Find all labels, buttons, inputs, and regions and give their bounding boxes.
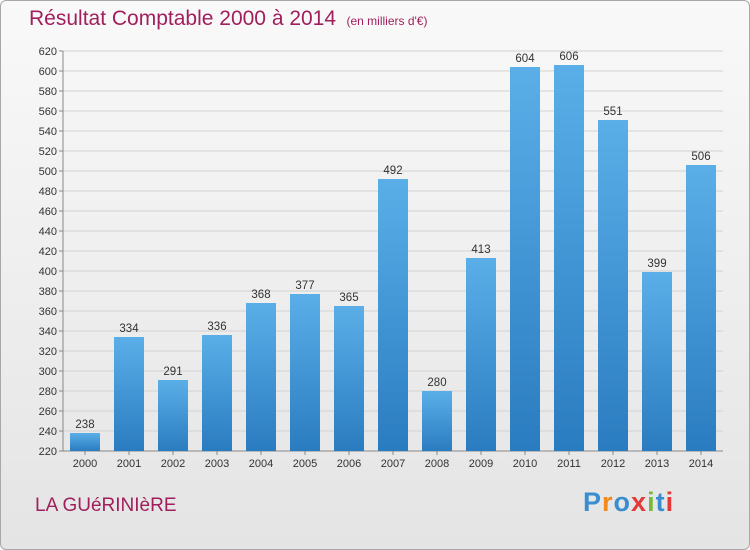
bar-value-label: 368	[251, 289, 270, 301]
bar-value-label: 336	[207, 321, 226, 333]
x-tick-label: 2013	[645, 458, 669, 470]
bar	[70, 433, 100, 451]
y-tick-label: 520	[39, 146, 57, 158]
y-tick-label: 620	[39, 46, 57, 58]
logo-letter: i	[647, 487, 656, 517]
bar	[290, 294, 320, 451]
y-tick-label: 280	[39, 386, 57, 398]
logo-letter: x	[631, 487, 648, 517]
logo-letter: o	[613, 487, 632, 517]
y-tick-label: 300	[39, 366, 57, 378]
proxiti-logo: Proxiti	[583, 487, 674, 518]
x-tick-label: 2002	[161, 458, 185, 470]
bar	[510, 67, 540, 451]
x-tick-label: 2014	[689, 458, 713, 470]
y-tick-label: 420	[39, 246, 57, 258]
bar	[378, 179, 408, 451]
bar-value-label: 604	[515, 53, 535, 65]
bar	[114, 337, 144, 451]
bar-value-label: 238	[75, 419, 94, 431]
y-tick-label: 560	[39, 106, 57, 118]
x-tick-label: 2012	[601, 458, 625, 470]
y-tick-label: 460	[39, 206, 57, 218]
logo-letter: i	[665, 487, 675, 517]
bar	[642, 272, 672, 451]
bar-value-label: 365	[339, 292, 358, 304]
y-tick-label: 600	[39, 66, 57, 78]
x-tick-label: 2011	[557, 458, 581, 470]
y-tick-label: 340	[39, 326, 57, 338]
y-tick-label: 240	[39, 426, 57, 438]
x-tick-label: 2001	[117, 458, 141, 470]
x-tick-label: 2005	[293, 458, 317, 470]
bar	[466, 258, 496, 451]
bar	[554, 65, 584, 451]
x-tick-label: 2008	[425, 458, 449, 470]
y-tick-label: 220	[39, 446, 57, 458]
logo-letter: P	[583, 487, 603, 517]
bar	[598, 120, 628, 451]
y-tick-label: 540	[39, 126, 57, 138]
y-tick-label: 580	[39, 86, 57, 98]
y-tick-label: 480	[39, 186, 57, 198]
logo-letter: t	[655, 487, 666, 517]
bar-value-label: 606	[559, 51, 578, 63]
y-tick-label: 360	[39, 306, 57, 318]
bar-value-label: 291	[163, 366, 182, 378]
x-tick-label: 2010	[513, 458, 537, 470]
y-tick-label: 500	[39, 166, 57, 178]
bar-value-label: 551	[603, 106, 622, 118]
bar	[422, 391, 452, 451]
y-tick-label: 440	[39, 226, 57, 238]
place-name: LA GUéRINIèRE	[35, 495, 177, 516]
bar	[686, 165, 716, 451]
logo-letter: r	[602, 487, 614, 517]
y-tick-label: 320	[39, 346, 57, 358]
y-tick-label: 400	[39, 266, 57, 278]
chart-title: Résultat Comptable 2000 à 2014	[29, 7, 337, 30]
chart-title-row: Résultat Comptable 2000 à 2014 (en milli…	[29, 7, 427, 31]
bar-value-label: 334	[119, 323, 139, 335]
bar	[334, 306, 364, 451]
bar	[202, 335, 232, 451]
y-tick-label: 380	[39, 286, 57, 298]
chart-unit: (en milliers d'€)	[346, 14, 428, 28]
x-tick-label: 2006	[337, 458, 361, 470]
x-tick-label: 2003	[205, 458, 229, 470]
bar-value-label: 280	[427, 377, 446, 389]
x-tick-label: 2004	[249, 458, 273, 470]
x-tick-label: 2007	[381, 458, 405, 470]
bar	[246, 303, 276, 451]
bar-value-label: 377	[295, 280, 314, 292]
x-tick-label: 2000	[73, 458, 97, 470]
bar	[158, 380, 188, 451]
y-tick-label: 260	[39, 406, 57, 418]
bar-value-label: 413	[471, 244, 490, 256]
bar-value-label: 506	[691, 151, 710, 163]
bar-value-label: 492	[383, 165, 402, 177]
bar-value-label: 399	[647, 258, 666, 270]
x-tick-label: 2009	[469, 458, 493, 470]
